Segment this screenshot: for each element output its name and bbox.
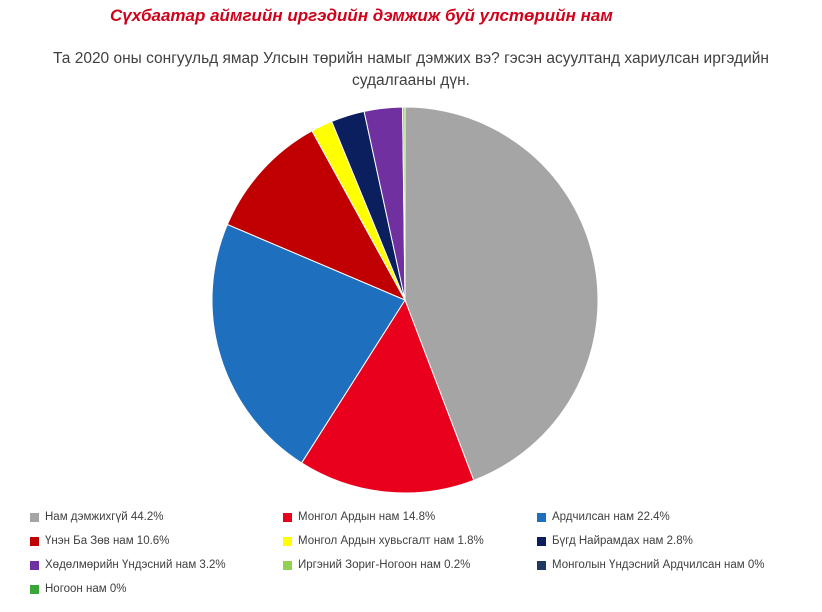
legend-label: Ардчилсан нам 22.4% — [552, 511, 670, 523]
legend-entry: Монголын Үндэсний Ардчилсан нам 0% — [537, 559, 764, 571]
pie-slice — [404, 106, 599, 481]
legend-label: Ногоон нам 0% — [45, 583, 127, 595]
legend-label: Монгол Ардын хувьсгалт нам 1.8% — [298, 535, 484, 547]
legend-entry: Үнэн Ба Зөв нам 10.6% — [30, 535, 169, 547]
legend-label: Үнэн Ба Зөв нам 10.6% — [45, 535, 170, 547]
chart-subtitle: Та 2020 оны сонгуульд ямар Улсын төрийн … — [53, 50, 769, 89]
legend-entry: Ардчилсан нам 22.4% — [537, 511, 670, 523]
legend-entry: Бүгд Найрамдах нам 2.8% — [537, 535, 693, 547]
legend-swatch — [30, 512, 39, 522]
legend-entry: Нам дэмжихгүй 44.2% — [30, 511, 163, 523]
legend-swatch — [283, 512, 292, 522]
pie-slice — [226, 130, 407, 302]
legend-label: Монголын Үндэсний Ардчилсан нам 0% — [552, 559, 765, 571]
legend-label: Иргэний Зориг-Ногоон нам 0.2% — [298, 559, 471, 571]
legend-swatch — [537, 512, 546, 522]
legend-swatch — [537, 536, 546, 546]
legend-entry: Монгол Ардын хувьсгалт нам 1.8% — [283, 535, 484, 547]
legend-swatch — [30, 560, 39, 570]
legend-entry: Монгол Ардын нам 14.8% — [283, 511, 435, 523]
chart-title: Сүхбаатар аймгийн иргэдийн дэмжиж буй ул… — [110, 6, 613, 25]
pie-slice — [211, 223, 406, 464]
legend-entry: Иргэний Зориг-Ногоон нам 0.2% — [283, 559, 470, 571]
legend-swatch — [537, 560, 546, 570]
legend-label: Монгол Ардын нам 14.8% — [298, 511, 436, 523]
pie-slice — [300, 298, 475, 494]
legend-swatch — [30, 584, 39, 594]
legend-swatch — [30, 536, 39, 546]
legend-entry: Ногоон нам 0% — [30, 583, 126, 595]
legend-swatch — [283, 536, 292, 546]
legend-label: Хөдөлмөрийн Үндэсний нам 3.2% — [45, 559, 226, 571]
legend-label: Бүгд Найрамдах нам 2.8% — [552, 535, 693, 547]
legend-swatch — [283, 560, 292, 570]
legend-entry: Хөдөлмөрийн Үндэсний нам 3.2% — [30, 559, 226, 571]
pie-slice — [402, 106, 406, 301]
legend-label: Нам дэмжихгүй 44.2% — [45, 511, 164, 523]
